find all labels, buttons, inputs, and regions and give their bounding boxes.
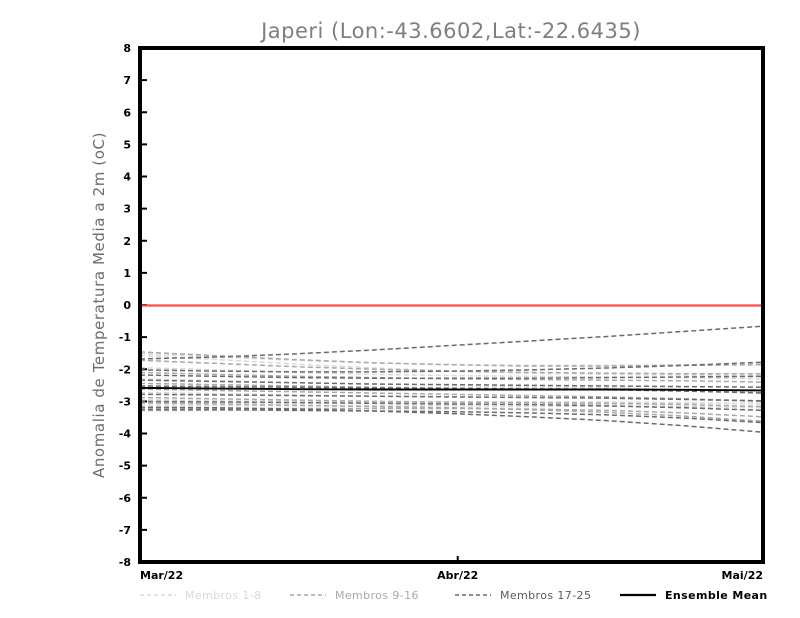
legend-label: Membros 17-25: [500, 589, 591, 602]
legend-label: Membros 9-16: [335, 589, 419, 602]
chart-title: Japeri (Lon:-43.6602,Lat:-22.6435): [259, 19, 641, 43]
y-tick-label: 0: [123, 299, 131, 312]
x-tick-label: Abr/22: [437, 569, 478, 582]
y-tick-label: 8: [123, 42, 131, 55]
chart-legend: Membros 1-8 Membros 9-16 Membros 17-25 Ense…: [140, 589, 768, 602]
legend-label: Membros 1-8: [185, 589, 262, 602]
x-axis-tick-labels: Mar/22 Abr/22 Mai/22: [140, 569, 763, 582]
data-series-layer: [139, 325, 764, 433]
series-line: [139, 386, 764, 392]
y-tick-label: 2: [123, 235, 131, 248]
y-tick-label: -7: [119, 524, 131, 537]
y-tick-label: 3: [123, 203, 131, 216]
y-tick-label: 5: [123, 138, 131, 151]
x-tick-label: Mar/22: [140, 569, 183, 582]
y-tick-label: -1: [119, 331, 131, 344]
y-axis-label: Anomalia de Temperatura Media a 2m (oC): [90, 132, 108, 478]
legend-label: Ensemble Mean: [665, 589, 768, 602]
y-tick-label: -4: [119, 428, 132, 441]
y-tick-label: 4: [123, 171, 131, 184]
y-tick-label: 1: [123, 267, 131, 280]
y-tick-label: -6: [119, 492, 132, 505]
y-tick-label: -3: [119, 395, 131, 408]
y-tick-label: 7: [123, 74, 131, 87]
plot-frame: [138, 46, 765, 564]
y-tick-label: 6: [123, 106, 131, 119]
y-tick-label: -8: [119, 556, 131, 569]
y-tick-label: -2: [119, 363, 131, 376]
x-tick-label: Mai/22: [722, 569, 763, 582]
y-axis-tick-labels: 8 7 6 5 4 3 2 1 0 -1 -2 -3 -4 -5 -6 -7 -8: [119, 42, 132, 569]
y-tick-label: -5: [119, 460, 131, 473]
